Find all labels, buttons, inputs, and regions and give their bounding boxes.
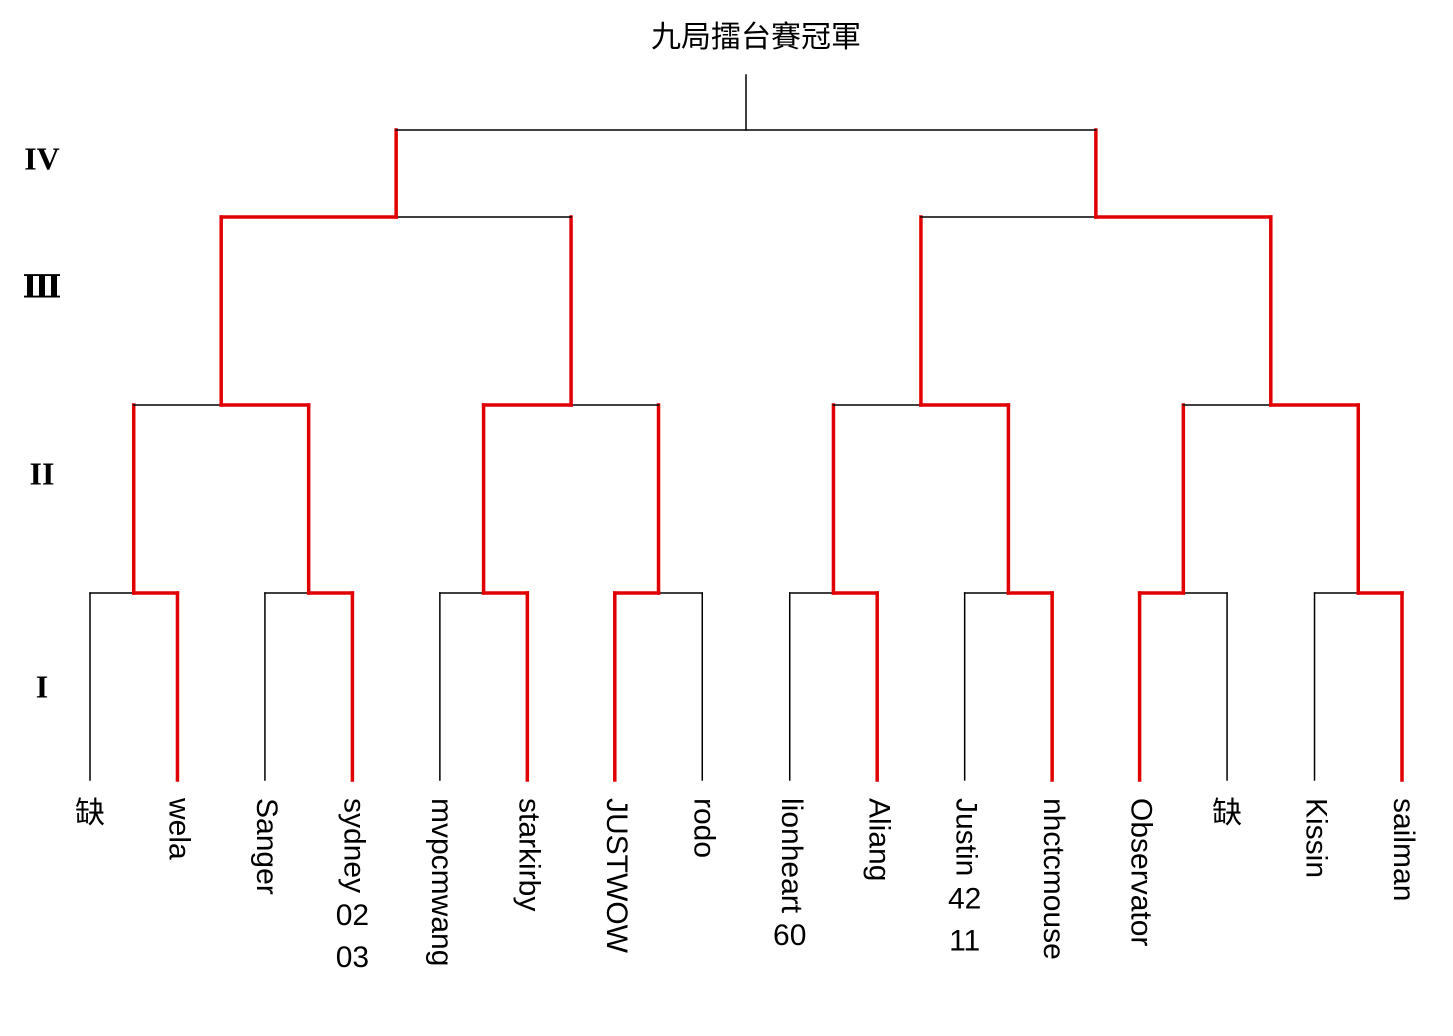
player-name: Kissin bbox=[1300, 798, 1333, 878]
round-label: I bbox=[36, 668, 48, 704]
round-label: Ⅲ bbox=[23, 268, 62, 304]
player-name: Observator bbox=[1125, 798, 1158, 946]
player-name: 缺 bbox=[1212, 797, 1242, 830]
player-name-part: 11 bbox=[949, 924, 980, 957]
player-name: wela bbox=[163, 797, 196, 860]
player-name-part: 42 bbox=[948, 882, 981, 915]
player-name: rodo bbox=[687, 798, 720, 858]
player-name: lionheart bbox=[775, 798, 808, 914]
title: 九局擂台賽冠軍 bbox=[651, 21, 861, 54]
player-name: nhctcmouse bbox=[1037, 798, 1070, 960]
player-name-part: 02 bbox=[336, 899, 369, 932]
player-name-part: 03 bbox=[336, 941, 369, 974]
player-name: mvpcmwang bbox=[425, 798, 458, 966]
player-name: JUSTWOW bbox=[600, 798, 633, 954]
player-name: sydney bbox=[337, 798, 370, 893]
player-name: Justin bbox=[950, 798, 983, 876]
round-label: II bbox=[30, 455, 55, 491]
player-name: Aliang bbox=[862, 798, 895, 881]
player-name: Sanger bbox=[250, 798, 283, 895]
player-name-part: 60 bbox=[773, 919, 806, 952]
player-name: 缺 bbox=[75, 797, 105, 830]
player-name: starkirby bbox=[512, 798, 545, 911]
round-label: IV bbox=[24, 140, 60, 176]
player-name: sailman bbox=[1387, 798, 1420, 901]
